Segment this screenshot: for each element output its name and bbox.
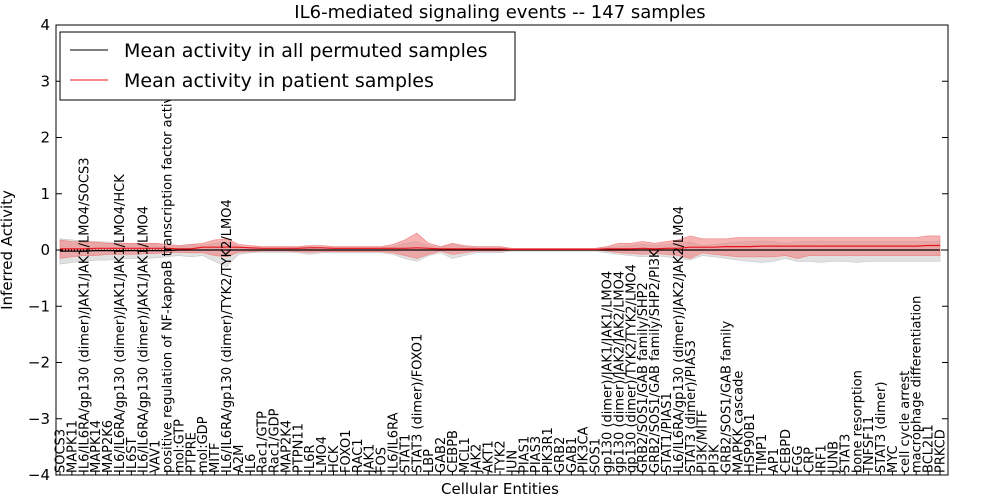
x-tick-label: PI3K/MITF xyxy=(696,410,711,473)
legend-box xyxy=(59,31,516,101)
x-tick-label: MAP2K4 xyxy=(279,420,294,473)
chart-title: IL6-mediated signaling events -- 147 sam… xyxy=(294,2,705,23)
y-tick-label: 1 xyxy=(40,185,50,203)
x-tick-label: PIK3R1 xyxy=(541,427,556,473)
legend-label-permuted: Mean activity in all permuted samples xyxy=(124,40,487,62)
x-tick-label: HSP90B1 xyxy=(743,413,758,473)
x-tick-label: TIMP1 xyxy=(755,434,770,474)
x-tick-label: PIK3CA xyxy=(577,426,592,473)
confidence-band-patient xyxy=(59,232,941,259)
series-line-permuted xyxy=(60,249,940,252)
y-tick-label: 0 xyxy=(40,241,50,259)
x-tick-label: TYK2 xyxy=(494,440,509,474)
x-tick-label: Rac1/GTP xyxy=(256,411,271,473)
x-tick-label: positive regulation of NF-kappaB transcr… xyxy=(161,79,176,473)
x-tick-label: IL6/IL6RA xyxy=(387,412,402,473)
x-tick-label: IL6/IL6RA/gp130 (dimer)/TYK2/TYK2/LMO4 xyxy=(220,199,235,473)
x-tick-label: IL6 xyxy=(244,454,259,473)
x-tick-label: PTPRE xyxy=(184,432,199,473)
x-tick-label: IL6ST xyxy=(125,437,140,473)
x-tick-label: SOCS3 xyxy=(54,429,69,473)
x-tick-label: CRP xyxy=(803,447,818,473)
x-tick-label: SOS1 xyxy=(589,438,604,473)
x-tick-label: STAT3 (dimer)/FOXO1 xyxy=(410,334,425,473)
legend-label-patient: Mean activity in patient samples xyxy=(124,70,434,92)
y-tick-label: −1 xyxy=(28,297,50,315)
x-axis-label: Cellular Entities xyxy=(441,480,559,498)
x-tick-label: FOXO1 xyxy=(339,430,354,473)
y-tick-label: −2 xyxy=(28,354,50,372)
x-tick-label: JUN xyxy=(505,450,520,474)
x-tick-label: HCK xyxy=(327,445,342,473)
x-tick-label: mol:GTP xyxy=(172,419,187,473)
x-tick-label: BCL2L1 xyxy=(922,424,937,473)
x-tick-label: CEBPD xyxy=(779,429,794,473)
x-tick-label: LMO4 xyxy=(315,436,330,473)
x-tick-label: STAT1 xyxy=(398,434,413,473)
x-tick-label: MAPKK cascade xyxy=(731,371,746,473)
series-line-patient xyxy=(60,244,940,250)
x-tick-label: IL6/IL6RA/gp130 (dimer)/JAK1/JAK1/LMO4 xyxy=(137,206,152,473)
x-tick-label: IL6/IL6RA/gp130 (dimer)/JAK2/JAK2/LMO4 xyxy=(672,206,687,473)
x-tick-label: A2M xyxy=(232,445,247,473)
x-tick-label: GRB2/SOS1/GAB family xyxy=(719,320,734,473)
y-tick-label: −4 xyxy=(28,466,50,484)
x-tick-label: IL6/IL6RA/gp130 (dimer)/JAK1/JAK1/LMO4/H… xyxy=(113,174,128,473)
x-tick-label: GAB2 xyxy=(434,437,449,473)
x-tick-label: gp130 (dimer)/JAK1/JAK1/LMO4 xyxy=(601,271,616,473)
y-tick-label: 3 xyxy=(40,72,50,90)
x-tick-label: IRF1 xyxy=(815,444,830,473)
x-tick-label: MITF xyxy=(208,443,223,473)
x-tick-label: Rac1/GDP xyxy=(268,408,283,473)
y-tick-label: 2 xyxy=(40,129,50,147)
y-tick-label: −3 xyxy=(28,410,50,428)
x-tick-label: STAT3 xyxy=(838,434,853,473)
x-tick-label: GRB2 xyxy=(553,437,568,473)
x-tick-label: PI3K xyxy=(708,444,723,473)
x-tick-label: mol:GDP xyxy=(196,416,211,473)
x-tick-label: MAPK11 xyxy=(65,420,80,473)
x-tick-label: AKT1 xyxy=(482,440,497,473)
x-tick-label: FOS xyxy=(375,447,390,473)
x-tick-label: gp130 (dimer)/TYK2/TYK2/LMO4 xyxy=(624,264,639,473)
x-tick-label: bone resorption xyxy=(850,370,865,473)
x-tick-label: TNFSF11 xyxy=(862,416,877,474)
x-tick-label: LBP xyxy=(422,449,437,473)
x-tick-label: macrophage differentiation xyxy=(910,296,925,473)
x-tick-label: MCL1 xyxy=(458,437,473,473)
x-tick-label: JAK2 xyxy=(470,444,485,474)
x-tick-label: GAB1 xyxy=(565,437,580,473)
x-tick-label: IL6R xyxy=(303,445,318,473)
x-tick-label: VAV1 xyxy=(149,440,164,473)
x-tick-label: PTPN11 xyxy=(291,423,306,473)
x-tick-label: MAPK14 xyxy=(89,420,104,473)
x-tick-label: PIAS3 xyxy=(529,436,544,473)
x-tick-label: RAC1 xyxy=(351,438,366,473)
x-tick-label: STAT1/PIAS1 xyxy=(660,392,675,473)
x-tick-label: gp130 (dimer)/JAK2/JAK2/LMO4 xyxy=(612,271,627,473)
x-tick-label: PRKCD xyxy=(934,429,949,473)
x-tick-label: STAT3 (dimer)/PIAS3 xyxy=(684,340,699,473)
x-tick-label: JAK1 xyxy=(363,444,378,474)
x-tick-label: STAT3 (dimer) xyxy=(874,382,889,473)
series-lines xyxy=(56,244,948,252)
y-tick-label: 4 xyxy=(40,16,50,34)
x-tick-label: AP1 xyxy=(767,448,782,473)
x-tick-label: IL6/IL6RA/gp130 (dimer)/JAK1/JAK1/LMO4/S… xyxy=(77,158,92,473)
x-tick-label: JUNB xyxy=(827,441,842,474)
x-tick-label: GRB2/SOS1/GAB family/SHP2/PI3K xyxy=(648,249,663,473)
x-tick-label: PIAS1 xyxy=(517,436,532,473)
y-axis-label: Inferred Activity xyxy=(0,190,16,310)
x-tick-label: cell cycle arrest xyxy=(898,371,913,473)
legend: Mean activity in all permuted samples Me… xyxy=(59,31,516,101)
x-tick-label: FGG xyxy=(791,445,806,473)
x-tick-label: CEBPB xyxy=(446,430,461,473)
x-tick-label: GRB2/SOS1/GAB family/SHP2 xyxy=(636,282,651,473)
x-tick-label: MAP2K6 xyxy=(101,420,116,473)
x-tick-label: MYC xyxy=(886,445,901,473)
